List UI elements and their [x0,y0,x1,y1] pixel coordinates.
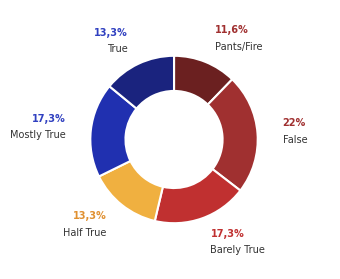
Text: 13,3%: 13,3% [94,28,128,38]
Wedge shape [174,56,232,105]
Text: Pants/Fire: Pants/Fire [215,42,262,52]
Wedge shape [155,169,240,223]
Text: True: True [107,44,128,54]
Text: Mostly True: Mostly True [10,130,66,140]
Wedge shape [90,86,137,176]
Text: 17,3%: 17,3% [210,229,244,239]
Wedge shape [109,56,174,109]
Text: 11,6%: 11,6% [215,25,249,35]
Text: 13,3%: 13,3% [72,211,106,221]
Wedge shape [99,161,163,221]
Text: 22%: 22% [283,118,306,128]
Text: False: False [283,135,307,145]
Text: Half True: Half True [63,228,106,238]
Text: Barely True: Barely True [210,246,265,255]
Wedge shape [208,79,258,191]
Text: 17,3%: 17,3% [32,114,66,124]
